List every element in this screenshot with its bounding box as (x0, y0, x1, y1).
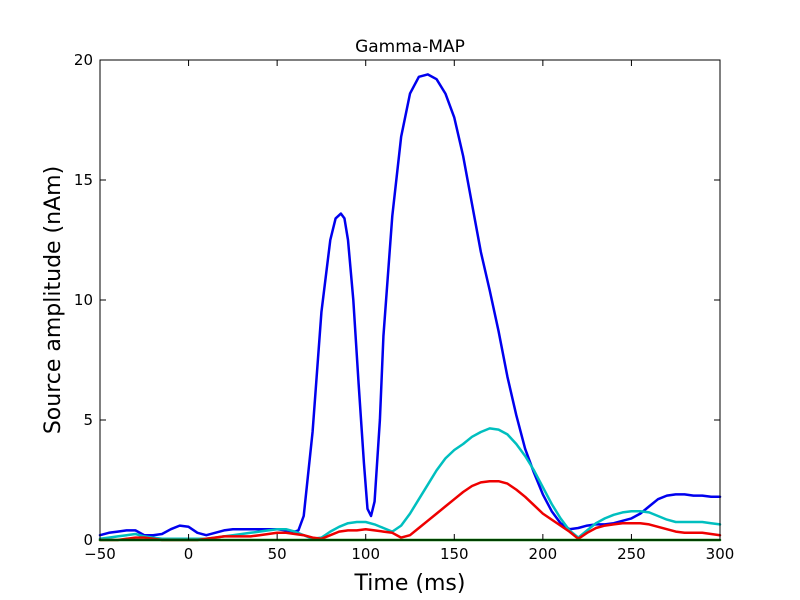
y-tick-label: 15 (74, 171, 93, 189)
x-tick-label: 150 (440, 545, 469, 563)
x-tick-label: 100 (351, 545, 380, 563)
x-tick-label: 50 (268, 545, 287, 563)
x-tick-label: −50 (84, 545, 116, 563)
y-tick-label: 10 (74, 291, 93, 309)
x-axis-label: Time (ms) (354, 571, 466, 596)
y-axis-label: Source amplitude (nAm) (41, 166, 66, 434)
x-tick-label: 250 (617, 545, 646, 563)
x-tick-label: 200 (529, 545, 558, 563)
x-tick-label: 0 (184, 545, 194, 563)
y-tick-label: 20 (74, 51, 93, 69)
y-tick-label: 5 (83, 411, 93, 429)
x-tick-label: 300 (706, 545, 735, 563)
chart-title: Gamma-MAP (355, 37, 465, 57)
y-tick-label: 0 (83, 531, 93, 549)
